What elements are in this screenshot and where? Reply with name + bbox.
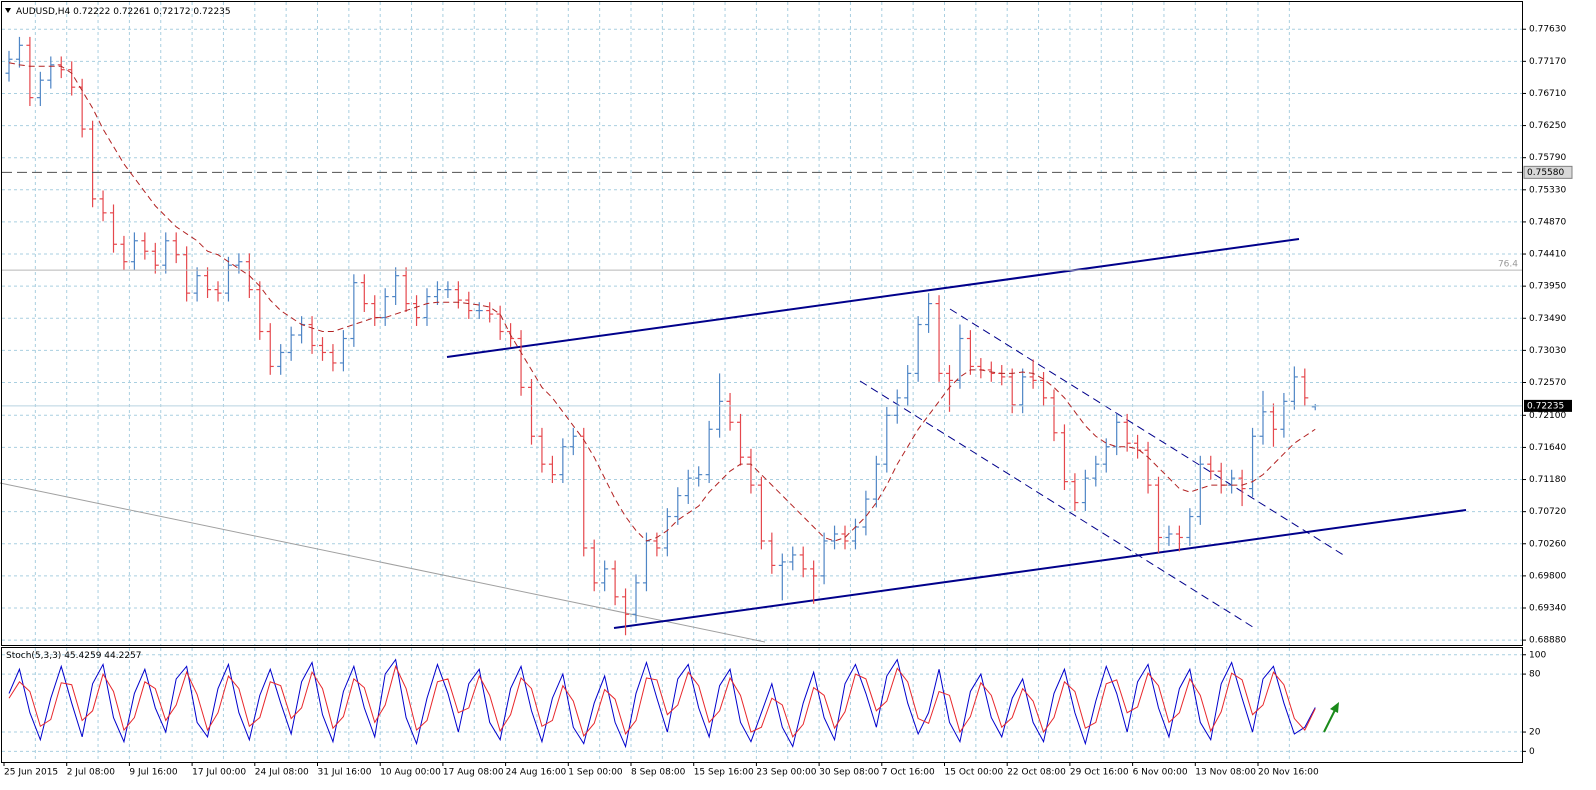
indicator-frame [1,647,1523,763]
level-label: 0.75580 [1527,168,1564,178]
y-tick-label: 0.76250 [1529,121,1566,131]
grid [2,2,1522,762]
x-tick-label: 24 Aug 16:00 [506,768,567,778]
x-tick-label: 23 Sep 00:00 [756,768,816,778]
main-frame [1,1,1523,646]
x-tick-label: 8 Sep 08:00 [631,768,686,778]
x-tick-label: 13 Nov 08:00 [1195,768,1256,778]
current-price-label: 0.72235 [1527,401,1564,411]
x-tick-label: 24 Jul 08:00 [255,768,309,778]
y-tick-label: 0.68880 [1529,636,1566,646]
y-tick-label: 20 [1529,728,1541,738]
x-tick-label: 6 Nov 00:00 [1133,768,1188,778]
green-arrow-head [1330,702,1339,713]
labels: AUDUSD,H4 0.72222 0.72261 0.72172 0.7223… [5,7,231,661]
open-value: 0.72222 [73,7,110,17]
y-tick-label: 0.74410 [1529,250,1566,260]
y-tick-label: 100 [1529,650,1546,660]
indicator-header: Stoch(5,3,3) 45.4259 44.2257 [6,651,142,661]
gray-trend-line [0,482,766,643]
y-tick-label: 0.73490 [1529,314,1566,324]
channel-upper-line [446,238,1300,358]
x-tick-label: 1 Sep 00:00 [568,768,623,778]
x-tick-label: 20 Nov 16:00 [1258,768,1319,778]
y-tick-label: 0.71640 [1529,443,1566,453]
x-tick-label: 30 Sep 08:00 [819,768,879,778]
level-label-box [1523,165,1573,179]
y-tick-label: 0.72570 [1529,378,1566,388]
price-bars [5,36,1319,636]
menu-triangle [5,8,11,13]
x-tick-label: 25 Jun 2015 [4,768,58,778]
x-tick-label: 31 Jul 16:00 [318,768,372,778]
main-value: 45.4259 [64,651,101,661]
y-tick-label: 0.73950 [1529,282,1566,292]
x-tick-label: 22 Oct 08:00 [1007,768,1066,778]
y-tick-label: 0 [1529,747,1535,757]
level-label: 76.4 [1498,260,1518,270]
moving-average [8,62,1316,542]
x-tick-label: 10 Aug 00:00 [380,768,441,778]
y-tick-label: 0.70260 [1529,539,1566,549]
stochastic-line [8,658,1316,749]
y-tick-label: 0.76710 [1529,89,1566,99]
y-tick-label: 0.77170 [1529,57,1566,67]
y-tick-label: 80 [1529,670,1541,680]
chart-header: AUDUSD,H4 0.72222 0.72261 0.72172 0.7223… [16,7,231,17]
y-tick-label: 0.72100 [1529,411,1566,421]
x-tick-label: 7 Oct 16:00 [882,768,935,778]
low-value: 0.72172 [153,7,190,17]
green-arrow [1323,707,1337,733]
y-tick-label: 0.74870 [1529,217,1566,227]
y-tick-label: 0.75790 [1529,153,1566,163]
current-price-box [1524,399,1572,412]
y-tick-label: 0.75330 [1529,185,1566,195]
x-tick-label: 17 Aug 08:00 [443,768,504,778]
y-tick-label: 0.70720 [1529,507,1566,517]
y-tick-label: 0.77630 [1529,25,1566,35]
x-tick-label: 15 Oct 00:00 [945,768,1004,778]
y-tick-label: 0.73030 [1529,346,1566,356]
stochastic-line [8,664,1316,738]
symbol: AUDUSD,H4 [16,7,71,17]
high-value: 0.72261 [113,7,150,17]
y-tick-label: 0.71180 [1529,475,1566,485]
x-tick-label: 29 Oct 16:00 [1070,768,1129,778]
drawings [0,238,1467,733]
y-tick-label: 0.69800 [1529,571,1566,581]
y-tick-label: 0.69340 [1529,603,1566,613]
indicator-name: Stoch(5,3,3) [6,651,61,661]
channel-lower-line [613,509,1467,629]
signal-value: 44.2257 [104,651,141,661]
x-tick-label: 17 Jul 00:00 [192,768,246,778]
x-tick-label: 9 Jul 16:00 [129,768,178,778]
x-tick-label: 2 Jul 08:00 [67,768,116,778]
close-value: 0.72235 [193,7,230,17]
x-tick-label: 15 Sep 16:00 [694,768,754,778]
